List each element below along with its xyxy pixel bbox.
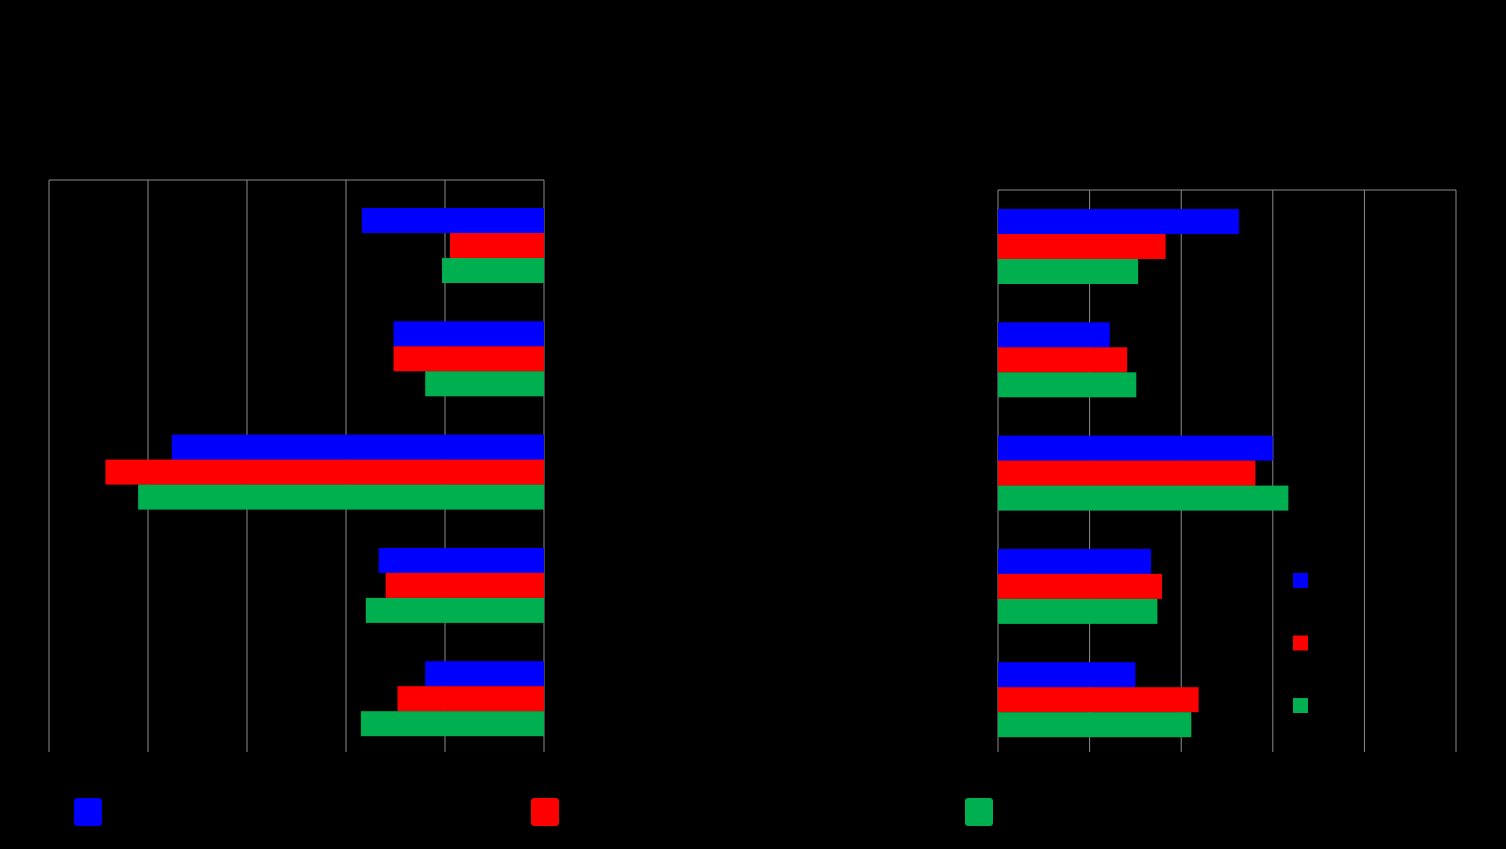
bar [425, 661, 544, 687]
bar [998, 712, 1192, 738]
bar [998, 687, 1199, 713]
legend-swatch [965, 798, 993, 826]
bar [998, 573, 1162, 599]
bar [360, 711, 544, 737]
bar [397, 686, 544, 712]
bar [138, 484, 544, 510]
x-tick-label: 1 [441, 757, 449, 773]
bar [998, 598, 1158, 624]
x-tick-label: 3 [243, 757, 251, 773]
bar [998, 548, 1151, 574]
bar [361, 208, 544, 233]
legend-swatch [531, 798, 559, 826]
bar [998, 460, 1256, 486]
bar [442, 258, 544, 283]
bar [998, 259, 1139, 284]
bar [998, 662, 1136, 688]
bar [378, 547, 544, 573]
bar [425, 371, 544, 397]
legend-swatch [74, 798, 102, 826]
x-tick-label: 2 [342, 757, 350, 773]
x-tick-label: 1 [1086, 757, 1094, 773]
x-tick-label: 2 [1177, 757, 1185, 773]
bar [998, 485, 1289, 511]
bar [393, 346, 544, 372]
bar [998, 322, 1110, 348]
bar [998, 234, 1166, 259]
x-tick-label: 5 [45, 757, 53, 773]
legend-swatch [1293, 635, 1308, 651]
bar [998, 372, 1137, 398]
bar [365, 597, 544, 623]
bar [171, 434, 544, 460]
x-tick-label: 4 [144, 757, 152, 773]
bar [105, 459, 545, 485]
legend-swatch [1293, 573, 1308, 588]
x-tick-label: 0 [994, 757, 1002, 773]
bar [998, 347, 1128, 373]
bar [998, 209, 1239, 234]
x-tick-label: 4 [1361, 757, 1369, 773]
legend-swatch [1293, 698, 1308, 713]
bar [449, 233, 544, 258]
x-tick-label: 5 [1452, 757, 1460, 773]
x-tick-label: 3 [1269, 757, 1277, 773]
bar [393, 321, 544, 347]
bar [998, 435, 1273, 461]
bar [385, 572, 544, 598]
x-tick-label: 0 [540, 757, 548, 773]
